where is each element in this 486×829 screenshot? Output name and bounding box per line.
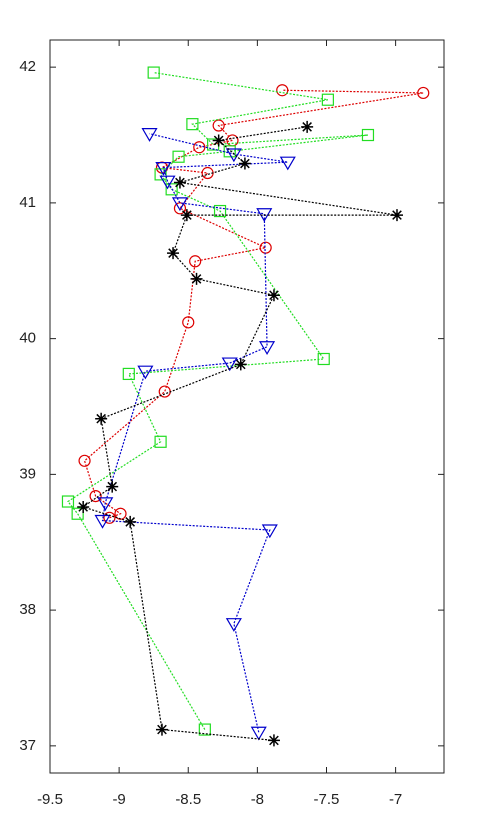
triangle-marker [259,341,276,355]
square-marker [71,507,84,520]
triangle-marker [171,197,188,212]
triangle-marker [221,357,238,372]
circle-marker [276,84,289,97]
triangle-marker [94,514,111,529]
circle-marker [78,454,91,467]
square-marker [198,723,211,736]
series-line [81,126,398,742]
triangle-marker [250,726,267,741]
circle-marker [417,86,430,100]
series [78,84,430,524]
circle-marker [89,489,102,503]
triangle-marker [279,156,296,171]
asterisk-marker [301,120,314,133]
square-marker [213,204,227,218]
x-tick-label: -8.5 [175,791,201,808]
triangle-marker [225,618,242,632]
asterisk-marker [124,515,137,528]
plot-frame [49,39,445,774]
circle-marker [189,255,202,268]
asterisk-marker [234,358,247,371]
triangle-marker [97,497,114,512]
square-marker [154,435,167,448]
asterisk-marker [180,209,193,222]
square-marker [147,66,160,79]
square-marker [321,93,334,106]
triangle-marker [137,365,154,380]
x-tick-label: -9 [112,791,125,808]
triangle-marker [225,148,242,163]
asterisk-marker [77,500,90,513]
circle-marker [212,119,225,132]
x-tick-label: -8 [251,791,264,808]
y-tick-label: 42 [19,58,36,75]
series [77,120,403,747]
asterisk-marker [95,412,108,425]
x-tick-label: -7 [389,791,402,808]
square-marker [61,495,75,508]
asterisk-marker [190,272,203,285]
series-line [67,71,369,730]
y-tick-label: 39 [19,465,36,482]
circle-marker [259,241,272,254]
y-tick-label: 38 [19,601,36,618]
x-tick-label: -9.5 [37,791,63,808]
series-line [101,133,288,733]
triangle-marker [261,524,278,539]
square-marker [122,367,135,381]
y-tick-label: 40 [19,330,36,347]
asterisk-marker [167,247,180,260]
square-marker [186,118,199,131]
asterisk-marker [155,723,168,736]
circle-marker [173,202,187,215]
triangle-marker [141,128,158,142]
square-marker [317,352,330,366]
asterisk-marker [106,480,119,493]
triangle-marker [155,161,172,176]
x-tick-label: -7.5 [314,791,340,808]
circle-marker [226,134,239,147]
series [61,66,375,736]
circle-marker [103,511,116,524]
series [94,128,296,741]
asterisk-marker [238,157,251,170]
circle-marker [193,141,206,154]
asterisk-marker [212,134,225,147]
triangle-marker [159,175,176,190]
circle-marker [182,316,195,329]
square-marker [361,128,375,142]
asterisk-marker [267,734,280,747]
asterisk-marker [173,176,186,189]
y-tick-label: 37 [19,737,36,754]
y-tick-label: 41 [19,194,36,211]
square-marker [172,150,185,163]
asterisk-marker [390,209,403,222]
series-line [83,89,424,519]
square-marker [165,183,178,196]
asterisk-marker [267,289,280,302]
